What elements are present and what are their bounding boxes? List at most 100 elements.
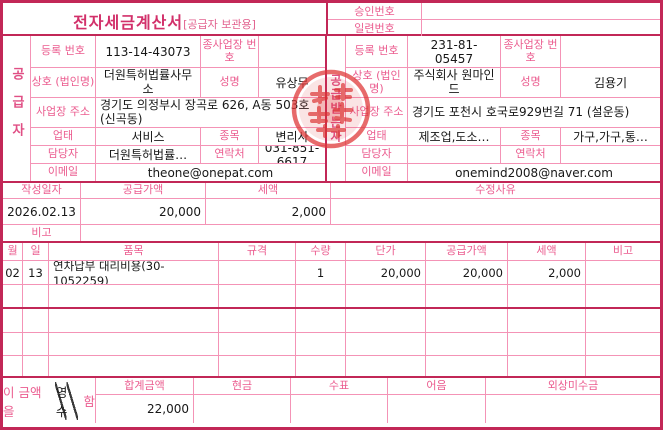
buyer-manager-label: 담당자 bbox=[346, 146, 407, 163]
buyer-reg-label: 등록 번호 bbox=[346, 36, 407, 67]
buyer-side-label: 공급받는자 bbox=[327, 36, 345, 181]
supplier-biztype-label: 업태 bbox=[31, 128, 95, 145]
invoice-title-sub: [공급자 보관용] bbox=[183, 18, 256, 31]
buyer-reg-value: 231-81-05457 bbox=[408, 36, 500, 67]
col-supply-header: 공급가액 bbox=[426, 243, 507, 260]
item-row-spec bbox=[219, 285, 295, 307]
supplier-reg-label: 등록 번호 bbox=[31, 36, 95, 67]
item-row-day bbox=[23, 285, 48, 307]
revision-reason-value bbox=[331, 199, 660, 224]
supply-amount-label: 공급가액 bbox=[81, 183, 205, 198]
buyer-email-value: onemind2008@naver.com bbox=[408, 164, 660, 181]
buyer-contact-value bbox=[561, 146, 660, 163]
buyer-email-label: 이메일 bbox=[346, 164, 407, 181]
supplier-manager-value: 더원특허법률… bbox=[96, 146, 200, 163]
supplier-bizitem-label: 종목 bbox=[201, 128, 258, 145]
col-qty-header: 수량 bbox=[296, 243, 345, 260]
buyer-bizitem-value: 가구,가구,통… bbox=[561, 128, 660, 145]
revision-reason-label: 수정사유 bbox=[331, 183, 660, 198]
buyer-biztype-label: 업태 bbox=[346, 128, 407, 145]
summary-section: 작성일자 공급가액 세액 수정사유 2026.02.13 20,000 2,00… bbox=[3, 181, 660, 241]
item-row-month bbox=[3, 309, 22, 332]
item-row-unitprice: 20,000 bbox=[346, 261, 425, 284]
item-row-note bbox=[586, 333, 660, 355]
item-row-qty bbox=[296, 333, 345, 355]
receipt-statement: 이 금액을 영수 함 bbox=[3, 378, 95, 423]
tax-amount-value: 2,000 bbox=[206, 199, 330, 224]
buyer-block: 공급받는자 등록 번호 231-81-05457 종사업장 번호 상호 (법인명… bbox=[327, 36, 660, 181]
buyer-contact-label: 연락처 bbox=[501, 146, 560, 163]
total-amount-label: 합계금액 bbox=[96, 378, 193, 394]
item-row-qty bbox=[296, 356, 345, 376]
buyer-manager-value bbox=[408, 146, 500, 163]
item-row-month bbox=[3, 356, 22, 376]
item-row-tax: 2,000 bbox=[508, 261, 585, 284]
col-tax-header: 세액 bbox=[508, 243, 585, 260]
item-row-name bbox=[49, 356, 218, 376]
invoice-title-main: 전자세금계산서 bbox=[73, 13, 184, 32]
totals-section: 합계금액 현금 수표 어음 외상미수금 이 금액을 영수 함 22,000 bbox=[3, 376, 660, 423]
approval-number-row: 승인번호 bbox=[328, 3, 660, 20]
remarks-value bbox=[81, 225, 660, 241]
item-row-tax bbox=[508, 309, 585, 332]
item-row-month bbox=[3, 333, 22, 355]
buyer-ceo-value: 김용기 bbox=[561, 68, 660, 97]
item-row-note bbox=[586, 285, 660, 307]
item-row-note bbox=[586, 356, 660, 376]
supplier-ceo-label: 성명 bbox=[201, 68, 258, 97]
write-date-value: 2026.02.13 bbox=[3, 199, 80, 224]
approval-box: 승인번호 일련번호 bbox=[328, 3, 660, 36]
invoice-title: 전자세금계산서 [공급자 보관용] bbox=[3, 3, 328, 34]
serial-number-value bbox=[422, 20, 660, 36]
item-row-day: 13 bbox=[23, 261, 48, 284]
buyer-company-label: 상호 (법인명) bbox=[346, 68, 407, 97]
item-row-name bbox=[49, 285, 218, 307]
supplier-company-label: 상호 (법인명) bbox=[31, 68, 95, 97]
cash-label: 현금 bbox=[194, 378, 290, 394]
item-row-unitprice bbox=[346, 285, 425, 307]
supplier-bizitem-value: 변리사 bbox=[259, 128, 325, 145]
bill-value bbox=[388, 395, 485, 423]
col-item-header: 품목 bbox=[49, 243, 218, 260]
items-table-bottom bbox=[3, 307, 660, 376]
supplier-address-value: 경기도 의정부시 장곡로 626, A동 503호 (신곡동) bbox=[96, 98, 325, 127]
receipt-statement-word: 영수 bbox=[54, 381, 79, 420]
serial-number-row: 일련번호 bbox=[328, 20, 660, 36]
buyer-company-value: 주식회사 원마인드 bbox=[408, 68, 500, 97]
buyer-ceo-label: 성명 bbox=[501, 68, 560, 97]
bill-label: 어음 bbox=[388, 378, 485, 394]
items-table-top: 월 일 품목 규격 수량 단가 공급가액 세액 비고 02 13 연차납부 대리… bbox=[3, 241, 660, 307]
supplier-biztype-value: 서비스 bbox=[96, 128, 200, 145]
cash-value bbox=[194, 395, 290, 423]
total-amount-value: 22,000 bbox=[96, 395, 193, 423]
item-row-tax bbox=[508, 356, 585, 376]
item-row-supply bbox=[426, 309, 507, 332]
supplier-contact-label: 연락처 bbox=[201, 146, 258, 163]
item-row-month: 02 bbox=[3, 261, 22, 284]
parties-section: 공급자 등록 번호 113-14-43073 종사업장 번호 상호 (법인명) … bbox=[3, 34, 660, 181]
item-row-unitprice bbox=[346, 333, 425, 355]
item-row-qty: 1 bbox=[296, 261, 345, 284]
item-row-unitprice bbox=[346, 309, 425, 332]
col-unitprice-header: 단가 bbox=[346, 243, 425, 260]
item-row-supply bbox=[426, 333, 507, 355]
col-note-header: 비고 bbox=[586, 243, 660, 260]
buyer-subbiz-label: 종사업장 번호 bbox=[501, 36, 560, 67]
col-month-header: 월 bbox=[3, 243, 22, 260]
item-row-qty bbox=[296, 309, 345, 332]
approval-number-value bbox=[422, 3, 660, 19]
item-row-spec bbox=[219, 261, 295, 284]
item-row-day bbox=[23, 333, 48, 355]
supplier-email-label: 이메일 bbox=[31, 164, 95, 181]
receivable-label: 외상미수금 bbox=[486, 378, 660, 394]
item-row-note bbox=[586, 309, 660, 332]
supplier-contact-value: 031-851-6617 bbox=[259, 146, 325, 163]
supplier-email-value: theone@onepat.com bbox=[96, 164, 325, 181]
supply-amount-value: 20,000 bbox=[81, 199, 205, 224]
receipt-statement-suffix: 함 bbox=[83, 394, 95, 409]
buyer-address-value: 경기도 포천시 호국로929번길 71 (설운동) bbox=[408, 98, 660, 127]
item-row-spec bbox=[219, 356, 295, 376]
item-row-supply bbox=[426, 285, 507, 307]
buyer-subbiz-value bbox=[561, 36, 660, 67]
buyer-biztype-value: 제조업,도소… bbox=[408, 128, 500, 145]
